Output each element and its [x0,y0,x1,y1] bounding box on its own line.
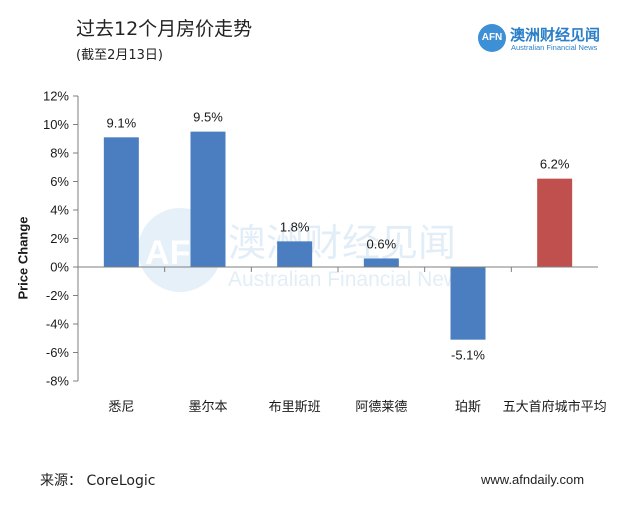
afn-logo-mark: AFN [478,24,506,52]
data-label-2: 9.5% [193,110,223,125]
data-label-1: 9.1% [107,115,137,130]
category-label-2: 墨尔本 [188,400,227,415]
bar-1 [103,137,139,267]
category-label-5: 珀斯 [455,400,481,415]
watermark-name-en: Australian Financial News [228,268,470,291]
website-link[interactable]: www.afndaily.com [481,472,585,487]
y-tick-label: 4% [50,203,69,218]
data-label-5: -5.1% [451,348,485,363]
y-tick-label: 8% [50,146,69,161]
afn-logo-name-en: Australian Financial News [511,43,598,52]
y-tick-label: 12% [43,89,69,104]
chart-title: 过去12个月房价走势 [76,18,253,40]
y-tick-label: -4% [46,317,70,332]
y-tick-label: -8% [46,374,70,389]
watermark-name-cn: 澳洲财经见闻 [228,221,456,265]
bar-3 [277,241,313,267]
y-tick-label: 2% [50,231,69,246]
y-tick-label: -6% [46,345,70,360]
data-label-3: 1.8% [280,219,310,234]
y-tick-label: 0% [50,260,69,275]
bar-5 [450,267,486,340]
data-label-6: 6.2% [540,157,570,172]
chart-subtitle: (截至2月13日) [76,48,163,63]
bar-4 [363,258,399,267]
afn-logo-name-cn: 澳洲财经见闻 [510,26,601,44]
bar-2 [190,131,226,267]
category-label-6: 五大首府城市平均 [503,399,607,415]
bar-6 [537,178,573,267]
category-label-4: 阿德莱德 [355,400,407,415]
afn-logo: AFN 澳洲财经见闻 Australian Financial News [478,24,618,56]
category-label-3: 布里斯班 [269,400,321,415]
y-tick-label: 10% [43,117,69,132]
y-axis-label: Price Change [15,216,31,300]
y-tick-label: 6% [50,174,69,189]
source-note: 来源： CoreLogic [40,473,156,489]
y-tick-label: -2% [46,288,70,303]
category-label-1: 悉尼 [108,400,134,415]
data-label-4: 0.6% [367,236,397,251]
